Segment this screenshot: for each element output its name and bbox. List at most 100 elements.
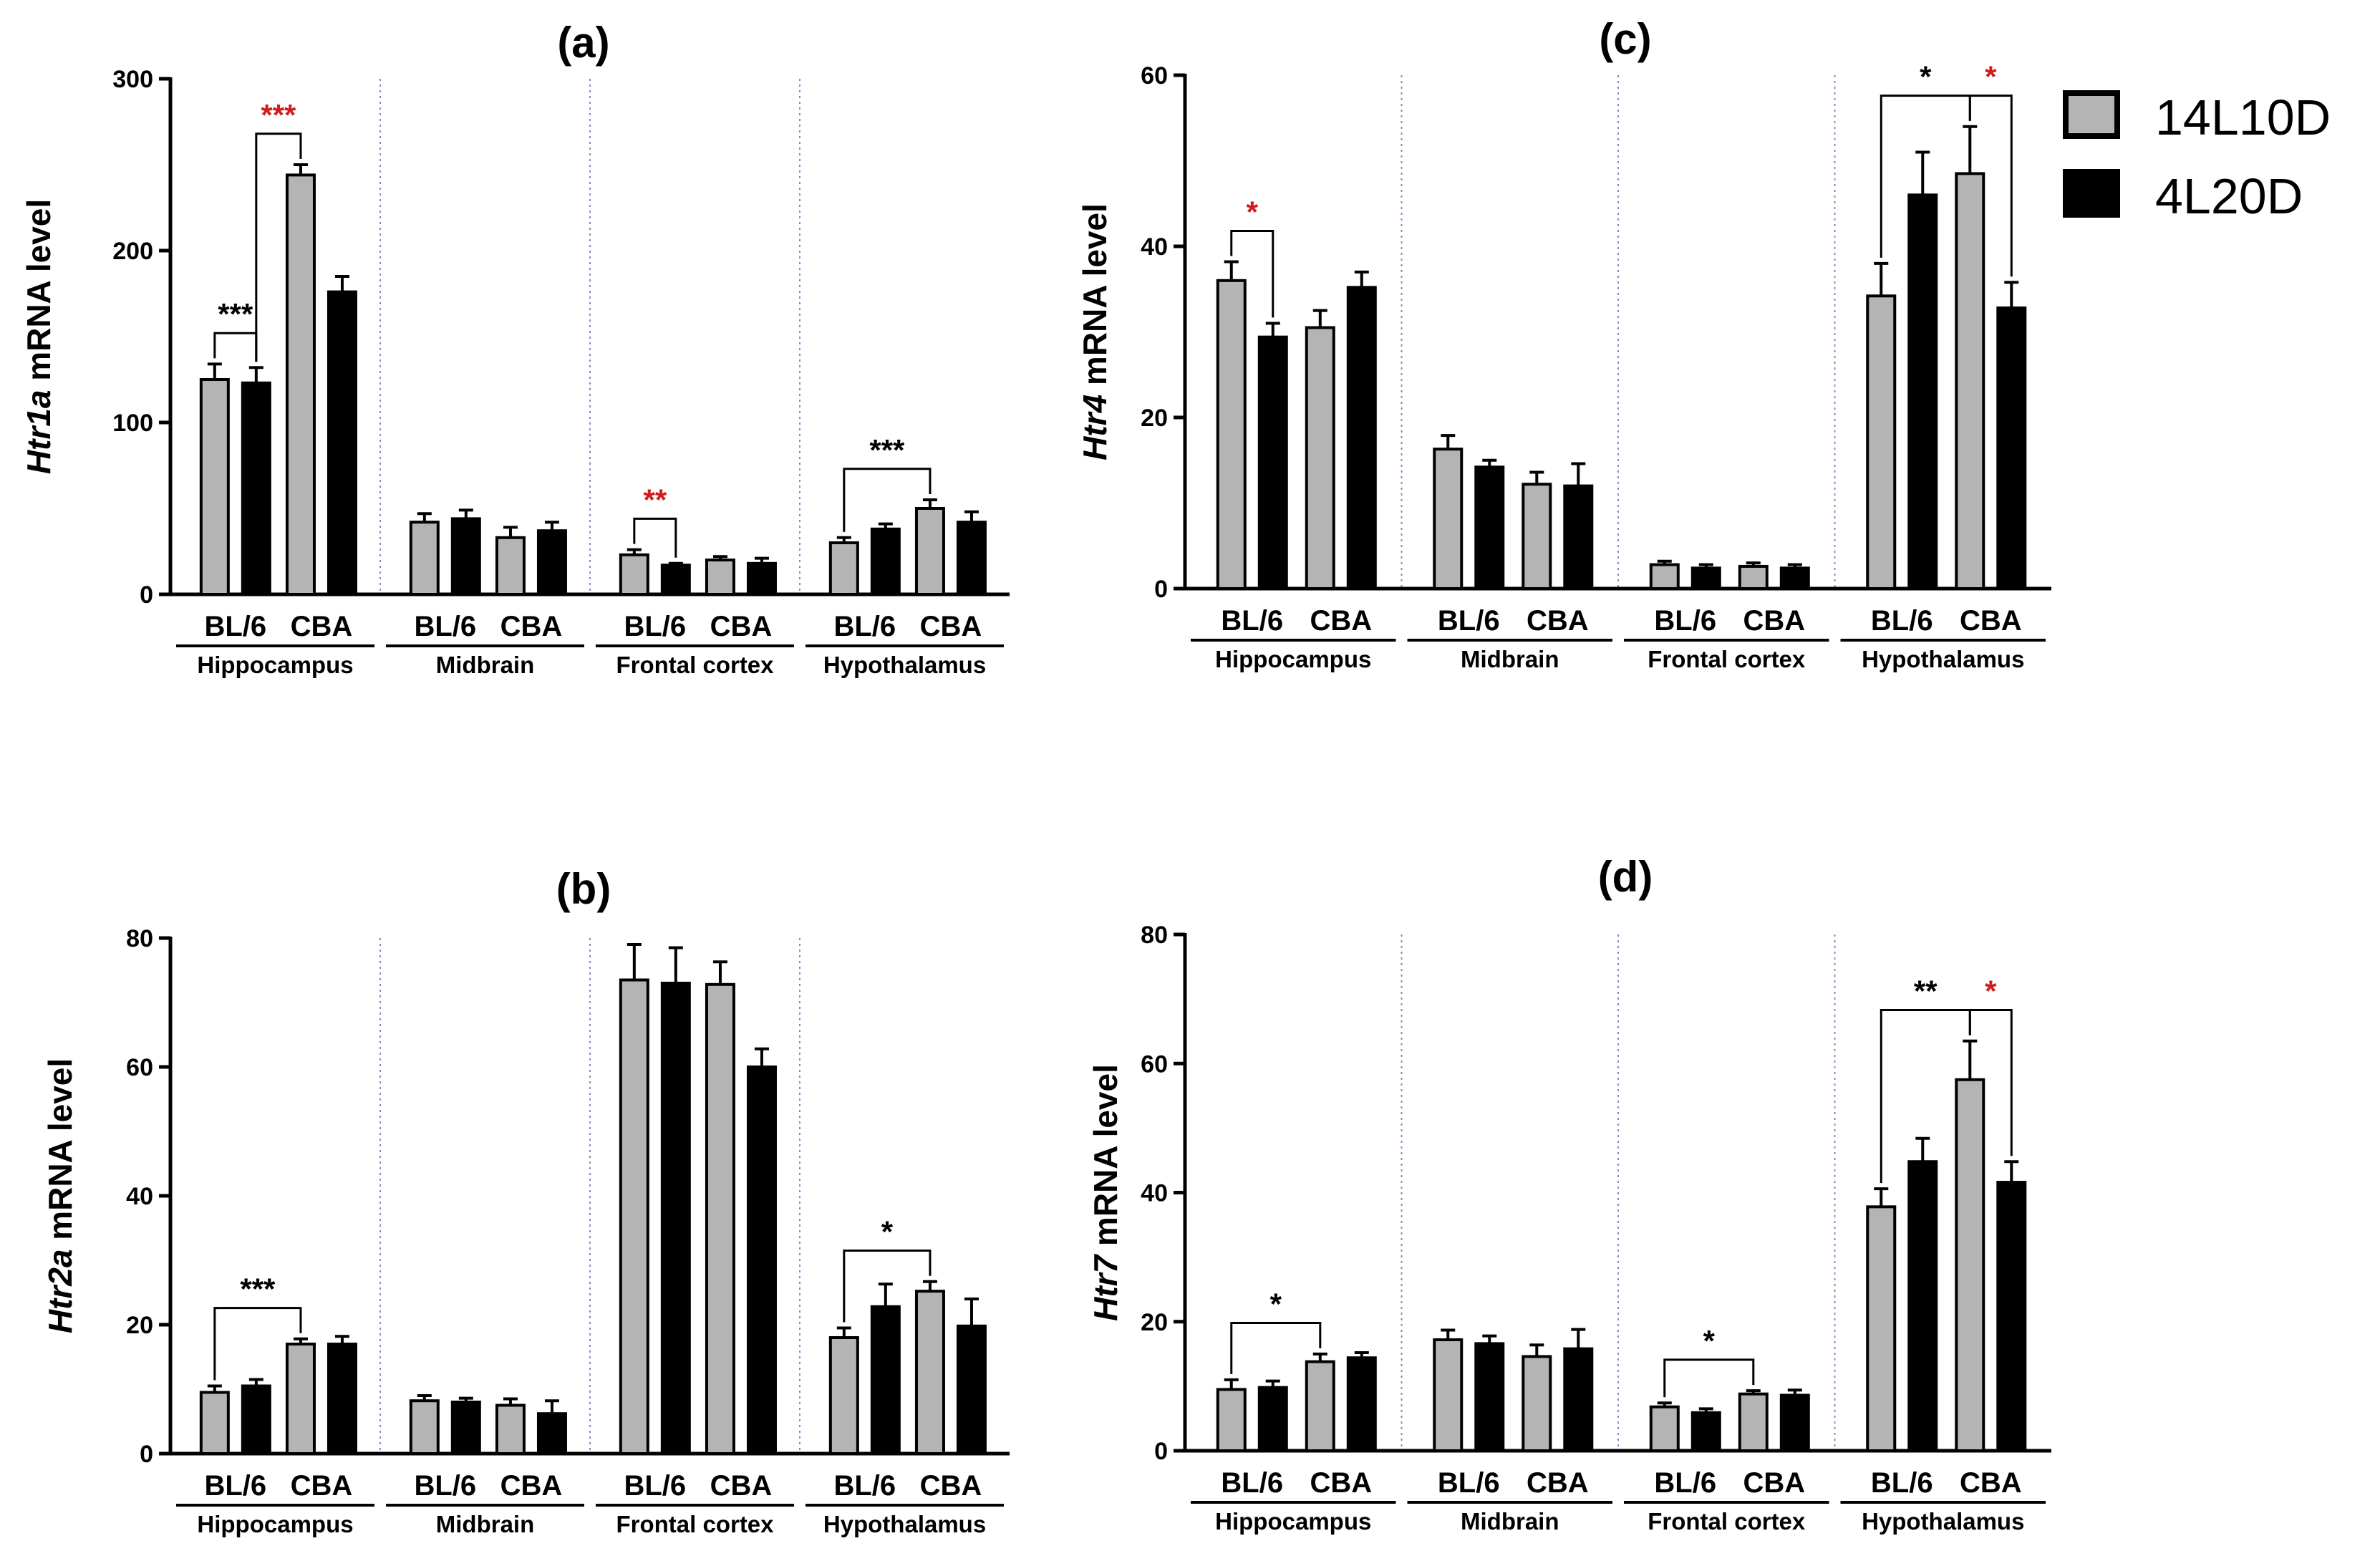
region-label: Midbrain	[436, 1511, 535, 1537]
significance-label: *	[1985, 60, 1997, 94]
bar-14L10D-hypothalamus-bl6	[828, 541, 859, 596]
region-label: Hippocampus	[197, 652, 353, 678]
y-axis-label: Htr4 mRNA level	[1076, 203, 1113, 460]
legend-label-4L20D: 4L20D	[2155, 168, 2303, 224]
x-tick-label: CBA	[1310, 605, 1372, 637]
significance-bracket	[213, 1307, 302, 1381]
significance-bracket	[1968, 95, 2013, 277]
bar-14L10D-hippocampus-bl6	[199, 378, 230, 596]
bar-4L20D-hippocampus-bl6	[1257, 335, 1288, 590]
bar-4L20D-hippocampus-cba	[326, 290, 357, 596]
legend: 14L10D 4L20D	[2063, 90, 2331, 224]
bar-14L10D-hypothalamus-bl6	[1866, 1205, 1897, 1452]
bar-14L10D-midbrain-bl6	[409, 521, 440, 596]
x-tick-label: BL/6	[624, 611, 686, 642]
significance-bracket	[843, 468, 932, 532]
region-label: Frontal cortex	[1648, 646, 1806, 672]
y-tick-label: 0	[140, 581, 153, 609]
y-axis-gene: Htr7	[1087, 1253, 1124, 1320]
region-label: Frontal cortex	[616, 652, 774, 678]
region-label: Hippocampus	[1215, 646, 1371, 672]
x-tick-label: CBA	[500, 1470, 563, 1502]
x-tick-label: CBA	[1527, 605, 1589, 637]
y-tick-label: 40	[126, 1183, 153, 1210]
significance-label: *	[1270, 1287, 1282, 1321]
x-tick-label: BL/6	[1221, 1467, 1283, 1499]
bar-4L20D-hypothalamus-bl6	[1907, 193, 1938, 590]
x-tick-label: BL/6	[833, 611, 896, 642]
y-tick-label: 60	[1141, 1050, 1168, 1078]
y-tick-label: 20	[126, 1312, 153, 1339]
x-tick-label: CBA	[920, 1470, 982, 1502]
significance-bracket	[1968, 1008, 2013, 1156]
significance-bracket	[843, 1250, 932, 1323]
x-tick-label: BL/6	[1654, 605, 1716, 637]
x-tick-label: BL/6	[833, 1470, 896, 1502]
region-label: Midbrain	[1461, 646, 1559, 672]
bar-14L10D-hippocampus-bl6	[1216, 279, 1247, 590]
bar-4L20D-midbrain-bl6	[1474, 465, 1505, 590]
x-tick-label: CBA	[1960, 605, 2022, 637]
region-label: Midbrain	[1461, 1508, 1559, 1535]
bar-14L10D-frontal-cortex-bl6	[1649, 563, 1680, 590]
bar-4L20D-frontal-cortex-bl6	[660, 564, 691, 596]
bar-4L20D-frontal-cortex-bl6	[660, 982, 691, 1455]
x-tick-label: CBA	[1743, 1467, 1805, 1499]
significance-label: ***	[869, 433, 905, 467]
y-tick-label: 0	[1154, 576, 1168, 603]
x-tick-label: BL/6	[1221, 605, 1283, 637]
bar-14L10D-frontal-cortex-cba	[705, 982, 735, 1456]
bar-14L10D-hippocampus-bl6	[1216, 1388, 1247, 1452]
significance-label: ***	[240, 1272, 276, 1306]
region-label: Hippocampus	[1215, 1508, 1371, 1535]
bar-14L10D-hippocampus-bl6	[199, 1391, 230, 1455]
x-tick-label: BL/6	[1871, 1467, 1933, 1499]
y-tick-label: 100	[112, 410, 153, 437]
x-tick-label: BL/6	[414, 611, 476, 642]
bar-4L20D-hypothalamus-cba	[1996, 306, 2027, 590]
chart-panel-d: (d) Htr7 mRNA level 0 20 40 60 80 BL/6 CBA Hippoc…	[1087, 853, 2051, 1535]
region-label: Hypothalamus	[823, 652, 986, 678]
x-tick-label: CBA	[291, 1470, 353, 1502]
significance-label: ***	[218, 297, 253, 331]
x-tick-label: BL/6	[204, 1470, 266, 1502]
legend-swatch-14L10D	[2063, 90, 2120, 139]
bar-14L10D-midbrain-cba	[495, 1403, 526, 1455]
x-tick-label: CBA	[710, 1470, 773, 1502]
legend-label-14L10D: 14L10D	[2155, 90, 2331, 145]
y-tick-label: 40	[1141, 1180, 1168, 1207]
significance-label: *	[1247, 195, 1259, 228]
bar-4L20D-hippocampus-bl6	[1257, 1386, 1288, 1452]
y-axis-gene: Htr1a	[20, 390, 57, 475]
bar-4L20D-hippocampus-cba	[1346, 1356, 1377, 1452]
chart-title: (b)	[556, 865, 611, 913]
y-tick-label: 60	[1141, 62, 1168, 90]
significance-label: ***	[261, 98, 296, 132]
y-tick-label: 20	[1141, 405, 1168, 432]
y-axis-gene: Htr4	[1076, 395, 1113, 460]
bar-14L10D-hypothalamus-cba	[1955, 172, 1985, 591]
bar-4L20D-midbrain-bl6	[1474, 1342, 1505, 1452]
bar-14L10D-hypothalamus-cba	[914, 1290, 945, 1455]
significance-label: **	[1914, 974, 1938, 1008]
chart-panel-c: (c) Htr4 mRNA level 0 20 40 60 BL/6 CBA Hippocam…	[1076, 15, 2051, 672]
x-tick-label: CBA	[291, 611, 353, 642]
significance-bracket	[255, 132, 302, 362]
y-tick-label: 0	[140, 1441, 153, 1468]
bar-4L20D-hypothalamus-bl6	[870, 1305, 901, 1456]
significance-bracket	[213, 332, 258, 362]
bar-4L20D-hippocampus-cba	[326, 1343, 357, 1455]
y-tick-label: 40	[1141, 233, 1168, 261]
y-tick-label: 0	[1154, 1438, 1168, 1465]
x-tick-label: CBA	[1960, 1467, 2022, 1499]
chart-title: (c)	[1599, 15, 1651, 63]
significance-bracket	[1663, 1358, 1755, 1398]
y-axis-label-rest: mRNA level	[42, 1058, 79, 1250]
bar-4L20D-frontal-cortex-cba	[746, 561, 777, 596]
bar-14L10D-hippocampus-cba	[285, 173, 316, 596]
bar-14L10D-hippocampus-cba	[1305, 1360, 1335, 1452]
bar-14L10D-frontal-cortex-bl6	[619, 553, 649, 596]
region-label: Hypothalamus	[1862, 646, 2024, 672]
